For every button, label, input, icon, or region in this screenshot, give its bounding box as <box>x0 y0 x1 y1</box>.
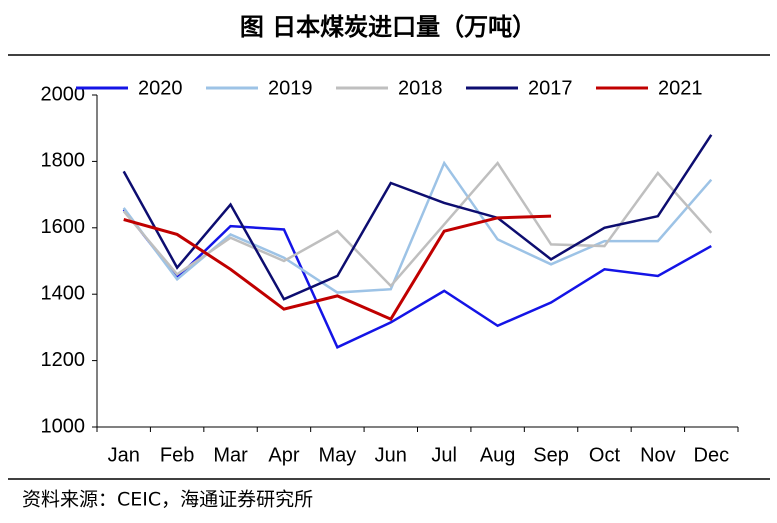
series-line <box>122 208 712 349</box>
x-tick-label: Jan <box>108 444 140 466</box>
source: 资料来源：CEIC，海通证券研究所 <box>22 489 313 511</box>
series-line <box>122 134 713 301</box>
series-line <box>122 160 713 288</box>
y-tick-label: 1600 <box>41 216 86 238</box>
series-line <box>122 160 713 294</box>
x-tick-label: Dec <box>694 444 730 466</box>
x-tick-label: Apr <box>268 444 299 466</box>
y-tick-label: 1400 <box>41 282 86 304</box>
legend-label: 2020 <box>138 77 183 99</box>
x-tick-label: Sep <box>533 444 569 466</box>
legend-label: 2017 <box>528 77 573 99</box>
x-tick-label: Oct <box>589 444 621 466</box>
x-tick-label: Mar <box>213 444 248 466</box>
x-tick-label: May <box>318 444 356 466</box>
x-tick-label: Jun <box>375 444 407 466</box>
legend-label: 2018 <box>398 77 443 99</box>
x-tick-label: Jul <box>431 444 457 466</box>
x-tick-label: Nov <box>640 444 676 466</box>
chart-title: 图 日本煤炭进口量（万吨） <box>240 13 536 41</box>
legend-label: 2021 <box>658 77 703 99</box>
y-tick-label: 1200 <box>41 349 86 371</box>
series-line <box>123 214 552 321</box>
y-tick-label: 2000 <box>41 83 86 105</box>
y-tick-label: 1000 <box>41 415 86 437</box>
x-tick-label: Aug <box>480 444 516 466</box>
legend-label: 2019 <box>268 77 313 99</box>
y-tick-label: 1800 <box>41 150 86 172</box>
x-tick-label: Feb <box>160 444 194 466</box>
